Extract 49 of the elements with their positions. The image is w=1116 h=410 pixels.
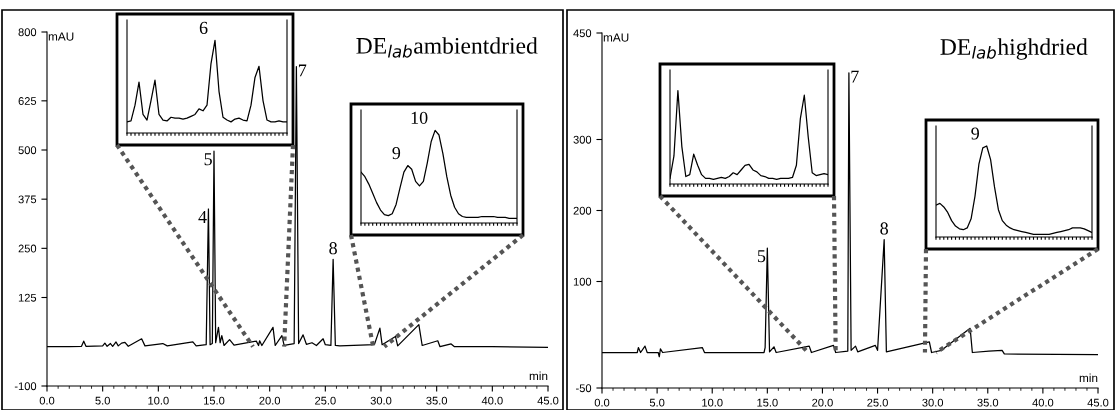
annotation: 10 [411, 111, 428, 124]
annotation: 4 [198, 211, 207, 223]
y-tick-label: 100 [573, 277, 592, 286]
chart-title: DE$_{lab}$ambientdried [356, 37, 538, 58]
annotation: 6 [199, 21, 208, 34]
x-tick-label: 40.0 [481, 396, 503, 405]
x-tick-label: 15.0 [757, 398, 778, 407]
x-tick-label: 45.0 [537, 396, 559, 405]
y-tick-label: 200 [573, 206, 592, 215]
y-tick-label: 800 [18, 28, 37, 37]
x-axis-title: min [529, 371, 548, 381]
y-tick-label: 625 [18, 97, 37, 105]
x-tick-label: 40.0 [1032, 398, 1054, 407]
annotation: 7 [851, 70, 859, 83]
annotation: 5 [757, 250, 766, 263]
annotation: 5 [204, 153, 212, 166]
x-tick-label: 35.0 [426, 396, 448, 405]
y-axis-title: mAU [48, 32, 74, 41]
x-tick-label: 30.0 [370, 396, 392, 405]
x-tick-label: 0.0 [594, 398, 610, 407]
y-tick-label: 450 [573, 29, 592, 38]
x-tick-label: 25.0 [867, 398, 888, 407]
x-tick-label: 15.0 [204, 396, 225, 405]
y-tick-label: -100 [14, 382, 37, 391]
x-tick-label: 5.0 [95, 396, 110, 405]
x-tick-label: 45.0 [1087, 398, 1109, 407]
x-tick-label: 0.0 [39, 396, 55, 405]
x-tick-label: 10.0 [148, 396, 169, 405]
y-tick-label: 250 [18, 244, 37, 253]
chart-title: DE$_{lab}$highdried [940, 38, 1088, 60]
y-axis-title: mAU [603, 33, 629, 42]
y-tick-label: 500 [18, 146, 37, 155]
x-tick-label: 30.0 [922, 398, 944, 407]
x-tick-label: 20.0 [812, 398, 833, 407]
annotation: 9 [971, 127, 980, 140]
x-tick-label: 35.0 [977, 398, 999, 407]
x-tick-label: 20.0 [259, 396, 281, 405]
x-tick-label: 10.0 [702, 398, 723, 407]
annotation: 8 [329, 242, 337, 255]
y-tick-label: 300 [573, 135, 592, 144]
y-tick-label: -50 [576, 384, 592, 393]
x-tick-label: 25.0 [315, 396, 336, 405]
y-tick-label: 375 [18, 195, 37, 204]
x-tick-label: 5.0 [649, 398, 665, 407]
x-axis-title: min [1079, 373, 1098, 382]
annotation: 7 [298, 64, 307, 77]
y-tick-label: 125 [18, 293, 37, 302]
annotation: 9 [392, 146, 401, 160]
annotation: 8 [880, 222, 888, 235]
